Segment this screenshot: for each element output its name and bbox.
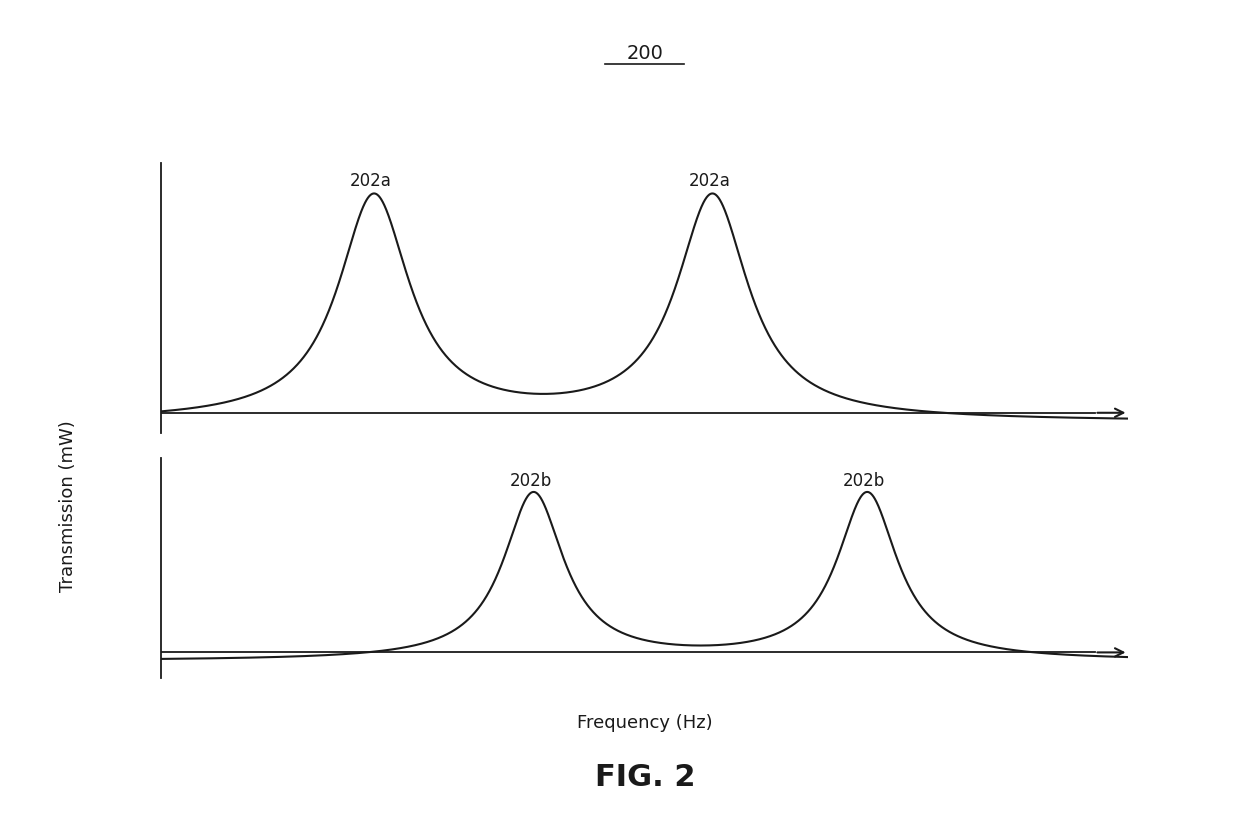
Text: Frequency (Hz): Frequency (Hz) [577,714,713,732]
Text: 202b: 202b [843,471,885,489]
Text: 202a: 202a [688,172,730,190]
Text: Transmission (mW): Transmission (mW) [60,421,77,592]
Text: 200: 200 [626,43,663,63]
Text: 202b: 202b [510,471,552,489]
Text: 202a: 202a [350,172,392,190]
Text: FIG. 2: FIG. 2 [594,763,696,792]
